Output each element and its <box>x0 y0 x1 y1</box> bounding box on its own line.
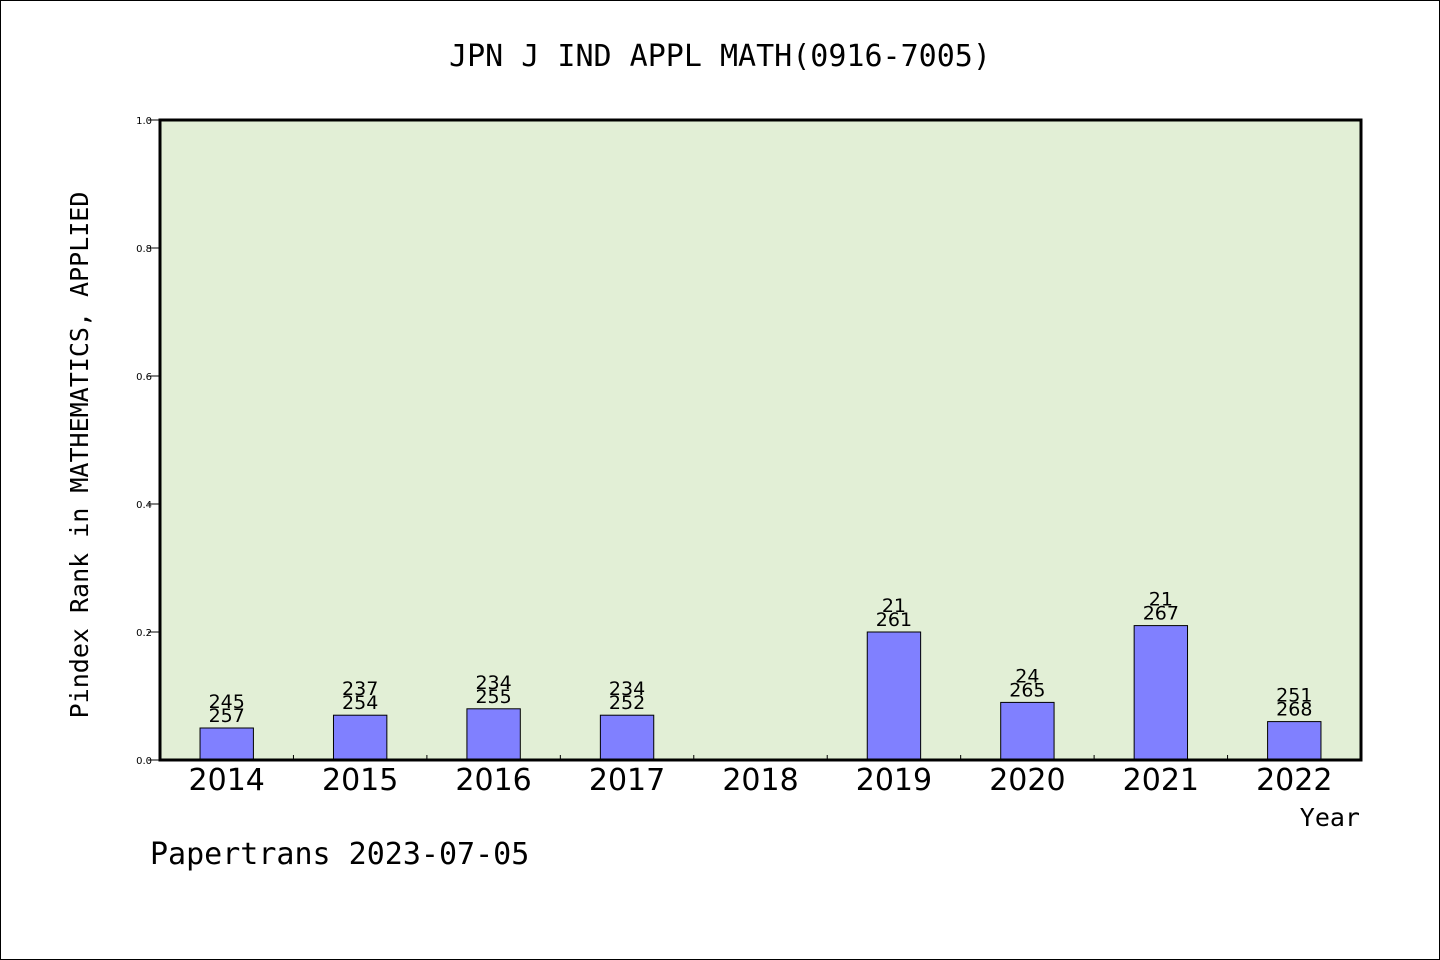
bar-label-top: 21 <box>882 595 906 617</box>
x-tick-label: 2014 <box>189 763 265 798</box>
y-axis-label: Pindex Rank in MATHEMATICS, APPLIED <box>65 192 94 719</box>
y-tick-label: 0.4 <box>136 500 152 511</box>
bar-2015 <box>332 714 388 761</box>
bar-2019 <box>866 631 922 761</box>
x-axis-label: Year <box>1300 803 1360 832</box>
bar-label-bottom: 257 <box>209 705 245 727</box>
bar-label-bottom: 254 <box>342 692 378 714</box>
x-tick-label: 2020 <box>989 763 1065 798</box>
x-tick-label: 2015 <box>322 763 398 798</box>
x-tick-label: 2022 <box>1256 763 1332 798</box>
bar-label-top: 21 <box>1149 589 1173 611</box>
bar-label-bottom: 265 <box>1009 679 1045 701</box>
y-axis: 0.0 0.2 0.4 0.6 0.8 1.0 <box>136 116 160 767</box>
plot-border <box>158 118 1363 762</box>
chart-title: JPN J IND APPL MATH(0916-7005) <box>449 39 991 74</box>
x-tick-label: 2016 <box>455 763 531 798</box>
x-tick-label: 2017 <box>589 763 665 798</box>
footer-credit: Papertrans 2023-07-05 <box>150 837 529 872</box>
bar-2022 <box>1267 721 1322 761</box>
bar-label-top: 245 <box>209 691 245 713</box>
bar-label-bottom: 268 <box>1276 699 1312 721</box>
bar-label-bottom: 255 <box>475 686 511 708</box>
bar-label-top: 234 <box>475 672 511 694</box>
x-tick-label: 2021 <box>1123 763 1199 798</box>
bar-2014 <box>199 727 254 761</box>
bar-2020 <box>1000 701 1055 761</box>
y-tick-label: 0.0 <box>136 756 152 767</box>
x-axis: 2014 2015 2016 2017 2018 2019 2020 2021 2022 <box>189 755 1332 798</box>
bar-label-bottom: 252 <box>609 692 645 714</box>
y-tick-label: 0.6 <box>136 372 152 383</box>
y-tick-label: 1.0 <box>136 116 152 127</box>
bar-2017 <box>599 714 655 761</box>
y-tick-label: 0.2 <box>136 628 152 639</box>
bar-label-bottom: 267 <box>1143 603 1179 625</box>
bars-group <box>199 625 1322 761</box>
bar-2021 <box>1133 625 1189 761</box>
bar-label-top: 24 <box>1015 665 1039 687</box>
x-tick-label: 2019 <box>856 763 932 798</box>
bar-label-top: 234 <box>609 678 645 700</box>
bar-2016 <box>466 708 521 761</box>
bar-label-bottom: 261 <box>876 609 912 631</box>
bar-label-top: 251 <box>1276 685 1312 707</box>
x-tick-label: 2018 <box>722 763 798 798</box>
y-tick-label: 0.8 <box>136 244 152 255</box>
bar-label-top: 237 <box>342 678 378 700</box>
